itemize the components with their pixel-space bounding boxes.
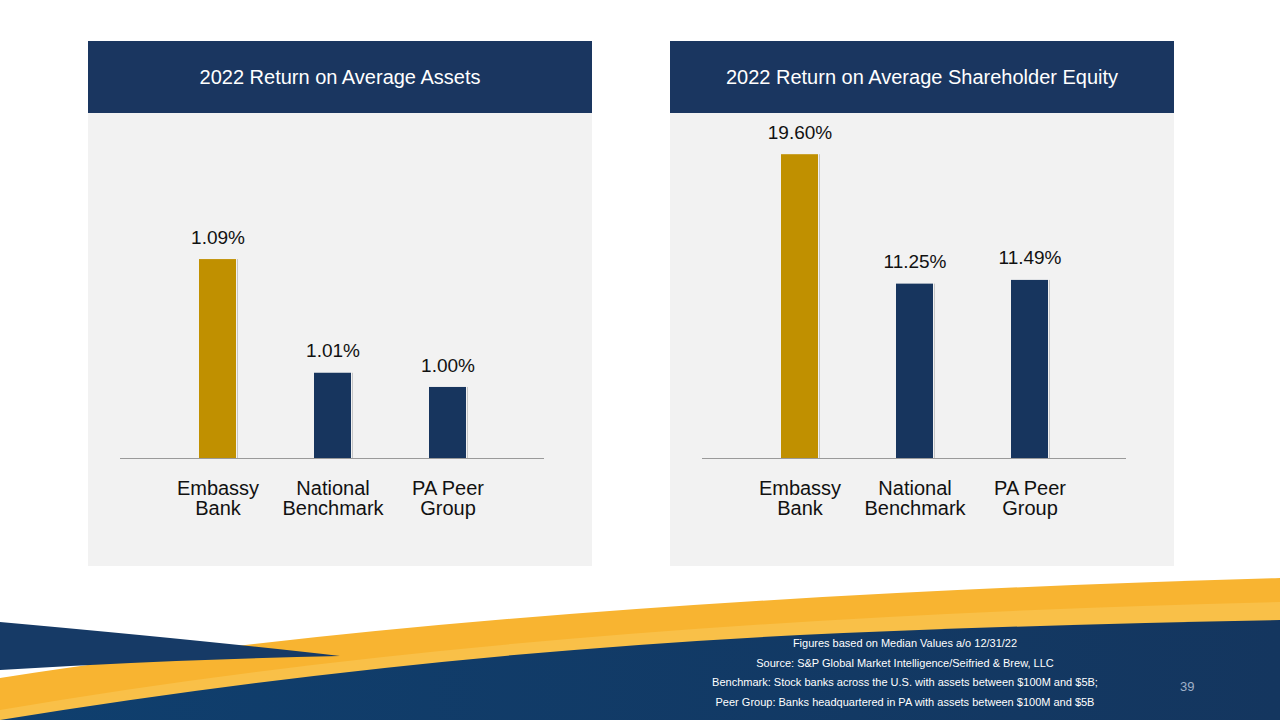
svg-text:NationalBenchmark: NationalBenchmark	[282, 477, 384, 519]
html-text:Benchmark: Stock banks across: Benchmark: Stock banks across the U.S. w…	[712, 676, 1098, 688]
svg-text:PA PeerGroup: PA PeerGroup	[412, 477, 484, 519]
svg-text:1.01%: 1.01%	[306, 340, 360, 361]
html-text:2022 Return on Average Shareho: 2022 Return on Average Shareholder Equit…	[725, 65, 1119, 88]
html-text:2022 Return on Average Assets: 2022 Return on Average Assets	[199, 65, 481, 88]
html-text:Peer Group: Banks headquartere: Peer Group: Banks headquartered in PA wi…	[715, 695, 1095, 708]
svg-text:19.60%: 19.60%	[768, 122, 833, 143]
svg-text:1.00%: 1.00%	[421, 355, 475, 376]
svg-text:1.09%: 1.09%	[191, 227, 245, 248]
html-text:39: 39	[1180, 679, 1195, 694]
html-text:Source: S&P Global Market Inte: Source: S&P Global Market Intelligence/S…	[756, 656, 1054, 669]
html-text:Figures based on Median Values: Figures based on Median Values a/o 12/31…	[792, 637, 1018, 649]
svg-text:EmbassyBank: EmbassyBank	[177, 477, 259, 519]
svg-text:EmbassyBank: EmbassyBank	[759, 477, 841, 519]
svg-text:11.49%: 11.49%	[998, 247, 1061, 268]
svg-text:PA PeerGroup: PA PeerGroup	[994, 477, 1066, 519]
svg-text:NationalBenchmark: NationalBenchmark	[864, 477, 966, 519]
svg-text:11.25%: 11.25%	[883, 251, 946, 272]
